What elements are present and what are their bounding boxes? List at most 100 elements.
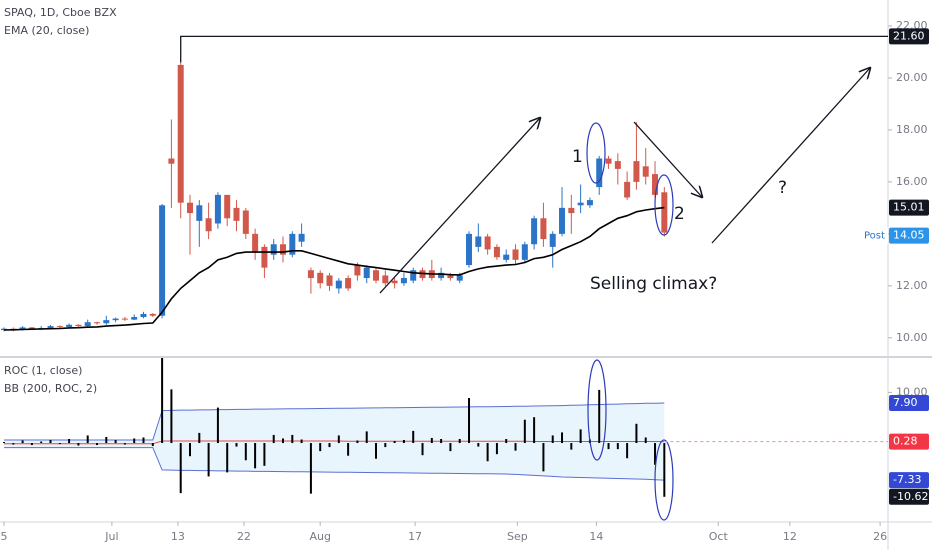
candle-body <box>400 278 407 284</box>
annotation: 1 <box>572 147 583 167</box>
x-tick-label: 17 <box>408 530 422 543</box>
highlight-ellipse <box>654 174 674 236</box>
price-pane <box>0 62 668 332</box>
candle-body <box>214 194 221 224</box>
level-line <box>180 35 888 63</box>
bb-basis <box>4 440 665 445</box>
candle-body <box>503 254 510 260</box>
candle-body <box>596 158 603 188</box>
annotation: 2 <box>674 204 685 224</box>
x-tick-label: 22 <box>237 530 251 543</box>
candle-body <box>410 270 417 281</box>
candle-body <box>373 270 380 281</box>
candle-body <box>112 318 119 321</box>
bb-lower <box>4 447 665 481</box>
candle-body <box>456 275 463 281</box>
candle-body <box>252 233 259 253</box>
candle-body <box>94 322 101 324</box>
lower-label-box <box>889 472 929 489</box>
candle-body <box>270 244 277 255</box>
candle-body <box>568 207 575 214</box>
level-label: 21.60 <box>893 29 925 42</box>
candle-body <box>335 280 342 289</box>
highlight-ellipse <box>587 359 607 461</box>
indicator-label: EMA (20, close) <box>4 24 89 37</box>
candle-body <box>289 233 296 255</box>
candle-body <box>140 313 147 318</box>
roc-last-label: -10.62 <box>893 490 928 503</box>
y-tick-label: 10.00 <box>896 331 928 344</box>
candle-body <box>493 246 500 258</box>
candle-body <box>624 181 631 198</box>
arrow <box>711 68 870 244</box>
upper-label-box <box>889 395 929 412</box>
candle-body <box>47 326 54 328</box>
candle-body <box>28 327 35 330</box>
post-price-label-box <box>889 227 929 244</box>
candle-body <box>549 233 556 247</box>
candle-body <box>642 166 649 177</box>
candle-body <box>652 174 659 195</box>
candle-body <box>261 246 268 268</box>
y-tick-label: 18.00 <box>896 123 928 136</box>
candle-body <box>233 207 240 221</box>
basis-label: 0.28 <box>893 435 918 448</box>
basis-label-box <box>889 433 929 450</box>
x-tick-label: Jul <box>104 530 118 543</box>
candle-body <box>540 218 547 240</box>
candle-body <box>521 244 528 260</box>
bb-upper <box>4 402 665 441</box>
y-tick-label: 16.00 <box>896 175 928 188</box>
ema-last-label: 15.01 <box>893 201 925 214</box>
candle-body <box>447 275 454 279</box>
candle-body <box>475 236 482 247</box>
candle-body <box>168 158 175 164</box>
drawings: 1 2 ? Selling climax? <box>379 68 870 521</box>
candle-body <box>633 161 640 182</box>
post-price-label: 14.05 <box>893 229 925 242</box>
candle-body <box>317 272 324 284</box>
candle-body <box>75 324 82 327</box>
candle-body <box>438 272 445 279</box>
candle-body <box>614 161 621 169</box>
annotation: ? <box>778 178 787 198</box>
x-tick-label: Oct <box>709 530 729 543</box>
y-tick-label: 12.00 <box>896 279 928 292</box>
candle-body <box>326 275 333 286</box>
level-label-box <box>889 28 929 45</box>
candle-body <box>307 270 314 279</box>
candle-body <box>84 322 91 327</box>
highlight-ellipse <box>586 122 606 184</box>
indicator-title: ROC (1, close) <box>4 364 82 377</box>
highlight-ellipse <box>654 439 674 521</box>
x-tick-label: 13 <box>171 530 185 543</box>
lower-label: -7.33 <box>893 473 921 486</box>
post-label: Post <box>864 231 885 242</box>
candle-body <box>605 158 612 164</box>
candle-body <box>242 210 249 234</box>
candle-body <box>280 244 287 255</box>
indicator-label: BB (200, ROC, 2) <box>4 382 97 395</box>
roc-pane <box>2 358 666 497</box>
candle-body <box>159 205 166 316</box>
arrow <box>633 121 702 197</box>
candle-body <box>345 278 352 289</box>
candle-body <box>354 265 361 276</box>
annotation: Selling climax? <box>590 274 717 294</box>
candle-body <box>121 318 128 320</box>
candle-body <box>586 200 593 206</box>
candle-body <box>382 275 389 284</box>
candle-body <box>298 233 305 242</box>
upper-label: 7.90 <box>893 396 918 409</box>
arrow <box>379 118 540 294</box>
candle-body <box>131 317 138 320</box>
roc-last-label-box <box>889 488 929 505</box>
candle-body <box>512 249 519 260</box>
candle-body <box>103 320 110 324</box>
candle-body <box>205 218 212 232</box>
candle-body <box>466 233 473 266</box>
candle-body <box>661 192 668 233</box>
candle-body <box>577 202 584 206</box>
x-tick-label: 14 <box>589 530 603 543</box>
